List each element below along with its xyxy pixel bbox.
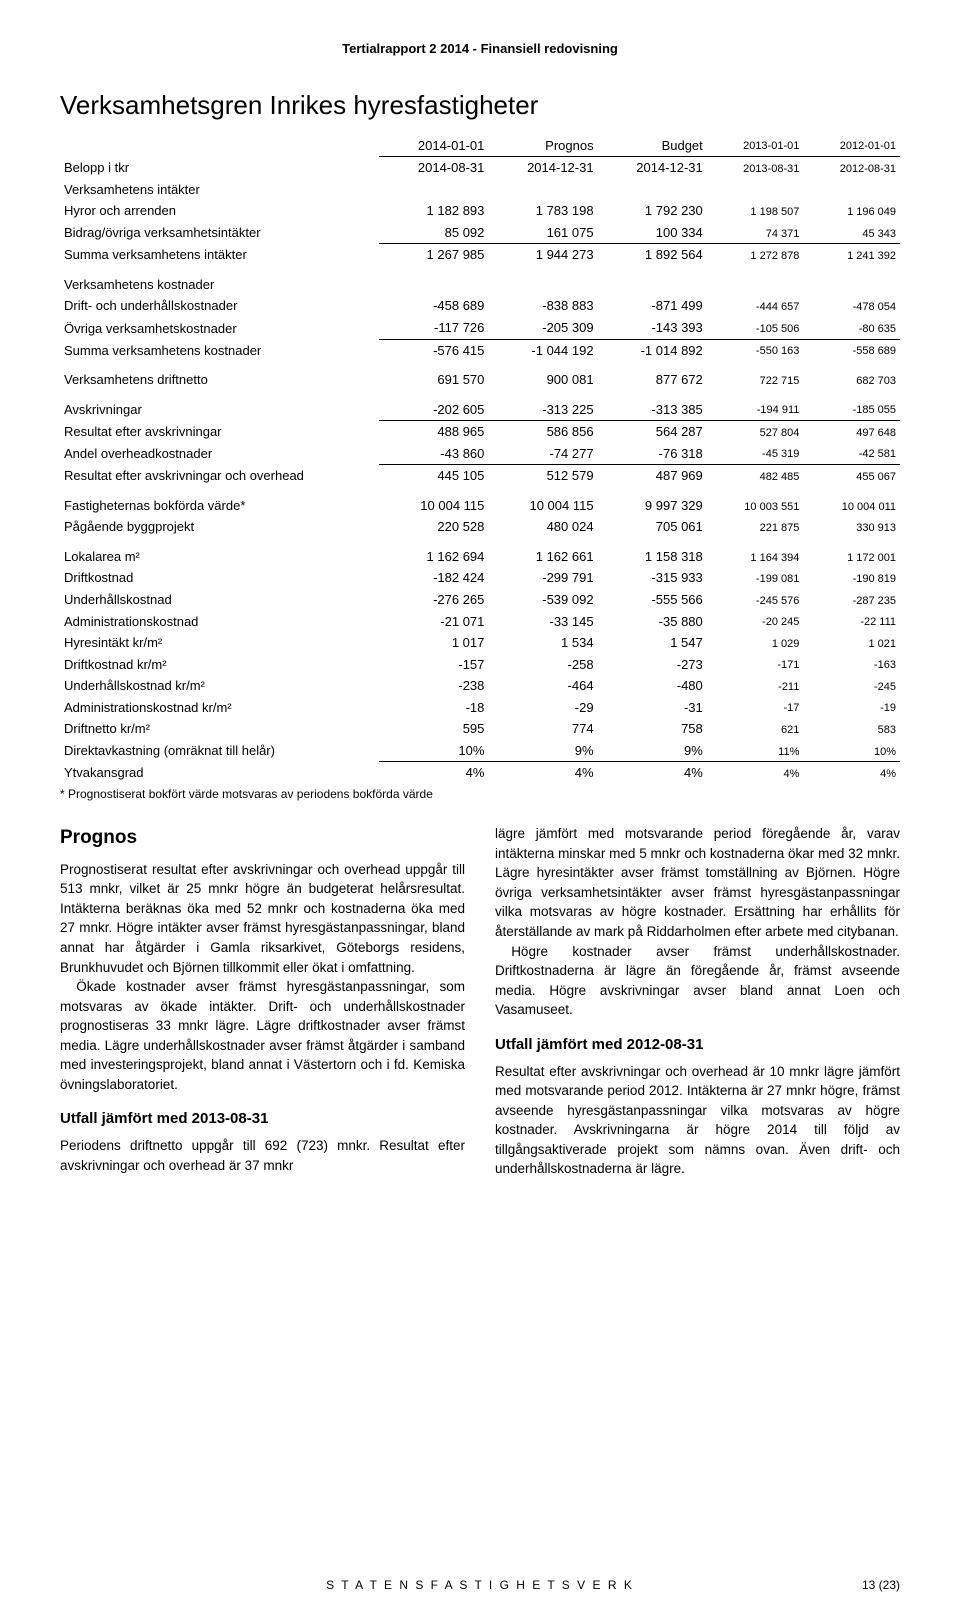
table-row: Verksamhetens intäkter xyxy=(60,179,900,201)
table-row: Driftnetto kr/m²595774758621583 xyxy=(60,718,900,740)
table-row: Verksamhetens kostnader xyxy=(60,266,900,296)
table-row: Fastigheternas bokförda värde*10 004 115… xyxy=(60,487,900,517)
table-row: Driftkostnad-182 424-299 791-315 933-199… xyxy=(60,567,900,589)
page-title: Verksamhetsgren Inrikes hyresfastigheter xyxy=(60,88,900,123)
footer-page-number: 13 (23) xyxy=(862,1577,900,1593)
paragraph: Högre kostnader avser främst underhållsk… xyxy=(495,942,900,1020)
table-row: Verksamhetens driftnetto691 570900 08187… xyxy=(60,361,900,391)
table-footnote: * Prognostiserat bokfört värde motsvaras… xyxy=(60,786,900,802)
page-footer: S T A T E N S F A S T I G H E T S V E R … xyxy=(60,1577,900,1593)
page: Tertialrapport 2 2014 - Finansiell redov… xyxy=(0,0,960,1623)
table-row: Resultat efter avskrivningar och overhea… xyxy=(60,465,900,487)
page-header: Tertialrapport 2 2014 - Finansiell redov… xyxy=(60,40,900,58)
table-row: Direktavkastning (omräknat till helår)10… xyxy=(60,740,900,762)
table-row: Driftkostnad kr/m²-157-258-273-171-163 xyxy=(60,654,900,676)
table-row: Summa verksamhetens kostnader-576 415-1 … xyxy=(60,339,900,361)
table-row: Bidrag/övriga verksamhetsintäkter85 0921… xyxy=(60,222,900,244)
text-columns: Prognos Prognostiserat resultat efter av… xyxy=(60,824,900,1179)
footer-center: S T A T E N S F A S T I G H E T S V E R … xyxy=(60,1577,900,1593)
table-row: Pågående byggprojekt220 528480 024705 06… xyxy=(60,516,900,538)
table-row: Drift- och underhållskostnader-458 689-8… xyxy=(60,295,900,317)
table-row: Administrationskostnad-21 071-33 145-35 … xyxy=(60,611,900,633)
table-row: Resultat efter avskrivningar488 965586 8… xyxy=(60,421,900,443)
paragraph: Ökade kostnader avser främst hyresgästan… xyxy=(60,977,465,1094)
financial-table: 2014-01-01PrognosBudget2013-01-012012-01… xyxy=(60,135,900,784)
paragraph: Periodens driftnetto uppgår till 692 (72… xyxy=(60,1136,465,1175)
paragraph: Prognostiserat resultat efter avskrivnin… xyxy=(60,860,465,977)
paragraph: Resultat efter avskrivningar och overhea… xyxy=(495,1062,900,1179)
table-row: Lokalarea m²1 162 6941 162 6611 158 3181… xyxy=(60,538,900,568)
right-column: lägre jämfört med motsvarande period för… xyxy=(495,824,900,1179)
table-row: Summa verksamhetens intäkter1 267 9851 9… xyxy=(60,244,900,266)
table-row: Administrationskostnad kr/m²-18-29-31-17… xyxy=(60,697,900,719)
table-row: Underhållskostnad-276 265-539 092-555 56… xyxy=(60,589,900,611)
table-row: Underhållskostnad kr/m²-238-464-480-211-… xyxy=(60,675,900,697)
table-row: Andel overheadkostnader-43 860-74 277-76… xyxy=(60,443,900,465)
table-row: Hyresintäkt kr/m²1 0171 5341 5471 0291 0… xyxy=(60,632,900,654)
table-row: Ytvakansgrad4%4%4%4%4% xyxy=(60,762,900,784)
paragraph: lägre jämfört med motsvarande period för… xyxy=(495,824,900,941)
table-subheader-row: Belopp i tkr2014-08-312014-12-312014-12-… xyxy=(60,157,900,179)
table-header-row: 2014-01-01PrognosBudget2013-01-012012-01… xyxy=(60,135,900,157)
utfall-2012-heading: Utfall jämfört med 2012-08-31 xyxy=(495,1034,900,1056)
utfall-2013-heading: Utfall jämfört med 2013-08-31 xyxy=(60,1108,465,1130)
left-column: Prognos Prognostiserat resultat efter av… xyxy=(60,824,465,1179)
prognos-heading: Prognos xyxy=(60,824,465,852)
table-row: Avskrivningar-202 605-313 225-313 385-19… xyxy=(60,391,900,421)
table-row: Hyror och arrenden1 182 8931 783 1981 79… xyxy=(60,200,900,222)
table-row: Övriga verksamhetskostnader-117 726-205 … xyxy=(60,317,900,339)
